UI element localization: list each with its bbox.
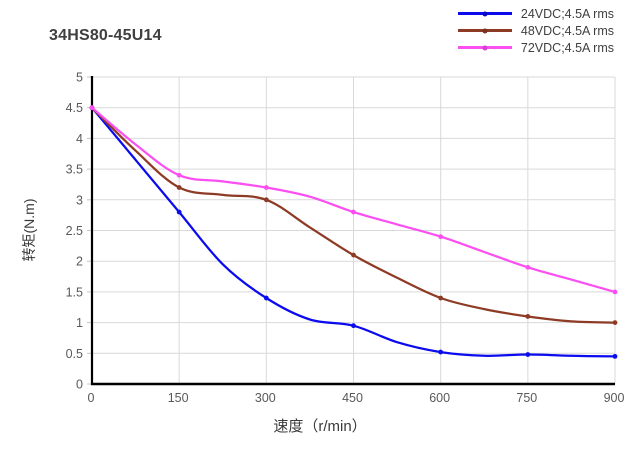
y-tick-label: 2.5	[66, 224, 83, 238]
x-tick-label: 900	[604, 391, 625, 405]
series-marker	[89, 105, 95, 111]
y-tick-label: 3.5	[66, 163, 83, 177]
legend-line-swatch	[457, 28, 512, 33]
x-tick-label: 600	[429, 391, 450, 405]
legend-item: 72VDC;4.5A rms	[457, 39, 614, 56]
x-tick-label: 450	[342, 391, 363, 405]
series-marker	[263, 185, 269, 190]
legend-label: 48VDC;4.5A rms	[520, 23, 614, 38]
y-tick-label: 1.5	[66, 285, 83, 299]
y-tick-label: 3	[76, 193, 83, 207]
legend-marker-dot	[482, 11, 488, 16]
legend-marker-dot	[482, 45, 488, 50]
legend-line-swatch	[457, 45, 512, 50]
legend-line-swatch	[457, 11, 512, 16]
series-marker	[351, 323, 356, 329]
y-tick-label: 4	[76, 132, 83, 146]
series-marker	[263, 197, 269, 203]
series-marker	[525, 352, 531, 357]
series-marker	[176, 209, 182, 215]
series-marker	[176, 185, 182, 190]
series-marker	[525, 314, 531, 319]
y-tick-label: 0.5	[66, 347, 83, 361]
legend-marker-dot	[482, 28, 488, 33]
series-marker	[351, 209, 356, 215]
series-marker	[438, 295, 444, 301]
series-marker	[438, 234, 444, 240]
x-tick-label: 750	[516, 391, 537, 405]
y-axis-title: 转矩(N.m)	[21, 198, 37, 262]
y-tick-label: 2	[76, 255, 83, 269]
x-axis-title: 速度（r/min）	[273, 418, 367, 435]
y-tick-label: 4.5	[66, 101, 83, 115]
series-marker	[438, 349, 444, 355]
y-tick-label: 5	[76, 71, 83, 85]
y-tick-label: 0	[76, 378, 83, 392]
series-marker	[612, 289, 618, 295]
series-marker	[176, 172, 182, 178]
series-marker	[263, 295, 269, 301]
legend-label: 72VDC;4.5A rms	[520, 40, 614, 55]
series-marker	[612, 353, 618, 359]
legend-item: 48VDC;4.5A rms	[457, 22, 614, 39]
x-tick-label: 0	[88, 391, 95, 405]
x-tick-label: 150	[168, 391, 189, 405]
chart-title: 34HS80-45U14	[49, 27, 162, 44]
series-marker	[525, 264, 531, 270]
y-tick-label: 1	[76, 316, 83, 330]
series-marker	[351, 252, 356, 258]
legend-item: 24VDC;4.5A rms	[457, 5, 614, 22]
series-marker	[612, 320, 618, 325]
legend: 24VDC;4.5A rms 48VDC;4.5A rms 72VDC;4.5A r…	[457, 5, 614, 56]
legend-label: 24VDC;4.5A rms	[520, 6, 614, 21]
x-tick-label: 300	[255, 391, 276, 405]
